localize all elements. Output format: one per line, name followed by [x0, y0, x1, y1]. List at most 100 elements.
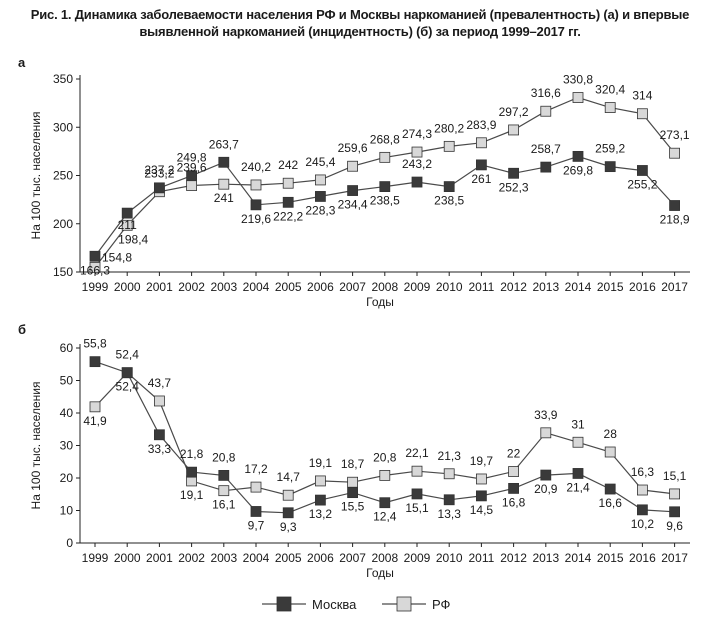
data-label-moscow: 222,2	[273, 209, 303, 223]
data-point-moscow	[443, 181, 455, 192]
data-point-rf	[540, 427, 552, 439]
data-label-rf: 273,1	[660, 128, 690, 142]
data-label-moscow: 228,3	[305, 203, 335, 217]
data-point-moscow	[572, 468, 584, 479]
data-label-rf: 242	[278, 158, 298, 172]
legend-marker-moscow	[276, 596, 292, 612]
y-tick-label: 40	[60, 406, 74, 420]
data-label-moscow: 52,4	[116, 348, 140, 362]
data-label-rf: 283,9	[466, 118, 496, 132]
y-tick-label: 60	[60, 341, 74, 355]
data-point-rf	[411, 465, 423, 477]
data-point-moscow	[89, 356, 101, 368]
x-tick-label: 2007	[339, 551, 366, 565]
data-point-moscow	[604, 483, 616, 495]
data-label-rf: 241	[214, 191, 234, 205]
data-point-rf	[314, 475, 326, 487]
data-label-rf: 245,4	[305, 155, 335, 169]
data-label-rf: 297,2	[499, 105, 529, 119]
x-tick-label: 2006	[307, 551, 334, 565]
data-point-rf	[347, 476, 359, 488]
data-label-rf: 330,8	[563, 73, 593, 87]
x-tick-label: 2012	[500, 280, 527, 294]
data-point-moscow	[218, 469, 230, 481]
data-point-rf	[443, 140, 455, 152]
data-label-moscow: 12,4	[373, 510, 397, 524]
data-label-moscow: 55,8	[83, 337, 107, 351]
data-point-rf	[475, 137, 487, 149]
data-point-moscow	[669, 200, 680, 211]
data-label-rf: 233,2	[144, 167, 174, 181]
x-tick-label: 2002	[178, 280, 205, 294]
legend-label-moscow: Москва	[312, 597, 357, 612]
x-tick-label: 2008	[371, 280, 398, 294]
data-point-rf	[475, 473, 487, 485]
data-point-moscow	[153, 429, 165, 441]
data-point-rf	[250, 481, 262, 493]
data-label-moscow: 238,5	[434, 194, 464, 208]
data-point-moscow	[89, 250, 101, 262]
data-label-moscow: 33,3	[148, 442, 172, 456]
data-point-rf	[508, 466, 520, 477]
data-point-rf	[282, 177, 294, 189]
data-label-moscow: 249,8	[177, 151, 207, 165]
data-point-moscow	[186, 466, 198, 478]
data-label-rf: 52,4	[116, 380, 140, 394]
data-label-rf: 31	[571, 417, 585, 431]
x-tick-label: 2014	[565, 551, 592, 565]
x-tick-label: 2015	[597, 280, 624, 294]
data-point-rf	[379, 469, 391, 481]
data-label-rf: 28	[604, 427, 618, 441]
data-label-rf: 22	[507, 447, 521, 461]
x-tick-label: 2016	[629, 280, 656, 294]
data-label-moscow: 259,2	[595, 142, 625, 156]
data-label-moscow: 211	[118, 218, 137, 232]
x-tick-label: 2010	[436, 280, 463, 294]
data-point-rf	[218, 178, 230, 190]
data-label-moscow: 269,8	[563, 163, 593, 177]
data-point-rf	[508, 124, 520, 136]
data-point-moscow	[508, 167, 520, 179]
data-point-moscow	[669, 506, 680, 518]
y-tick-label: 0	[66, 536, 73, 550]
y-tick-label: 50	[60, 374, 74, 388]
data-label-moscow: 10,2	[631, 517, 655, 531]
x-tick-label: 2011	[468, 280, 494, 294]
panel-letter-a: а	[18, 55, 26, 70]
x-tick-label: 2011	[468, 551, 494, 565]
legend-label-rf: РФ	[432, 597, 451, 612]
x-tick-label: 2012	[500, 551, 527, 565]
y-axis-title: На 100 тыс. населения	[29, 382, 43, 510]
x-tick-label: 2004	[243, 551, 270, 565]
x-tick-label: 2010	[436, 551, 463, 565]
data-label-moscow: 166,3	[80, 263, 110, 277]
data-label-rf: 316,6	[531, 86, 561, 100]
data-point-rf	[218, 485, 230, 497]
x-tick-label: 2007	[339, 280, 366, 294]
data-point-rf	[186, 180, 198, 191]
data-label-moscow: 219,6	[241, 212, 271, 226]
data-point-moscow	[282, 507, 294, 519]
data-label-moscow: 13,3	[438, 507, 462, 521]
y-tick-label: 30	[60, 439, 74, 453]
x-axis-title: Годы	[366, 295, 394, 309]
x-tick-label: 2000	[114, 551, 141, 565]
data-point-moscow	[153, 182, 165, 194]
chart-panel-a: а 150 200 250 300 350 1999 2000 2001 2002 2003 2004…	[18, 55, 690, 309]
y-tick-label: 10	[60, 504, 74, 518]
data-label-rf: 19,1	[180, 488, 204, 502]
data-label-moscow: 13,2	[309, 507, 333, 521]
x-tick-label: 2017	[661, 551, 688, 565]
data-point-rf	[604, 446, 616, 458]
data-point-moscow	[572, 150, 584, 162]
data-point-rf	[347, 160, 359, 172]
data-point-moscow	[314, 191, 326, 202]
data-label-rf: 198,4	[118, 232, 148, 246]
data-point-moscow	[540, 469, 552, 481]
data-label-rf: 314	[632, 89, 652, 103]
x-tick-label: 2015	[597, 551, 624, 565]
data-label-moscow: 237,2	[144, 163, 174, 177]
data-label-moscow: 15,5	[341, 500, 365, 514]
data-label-moscow: 255,2	[627, 177, 657, 191]
x-tick-label: 2005	[275, 551, 302, 565]
